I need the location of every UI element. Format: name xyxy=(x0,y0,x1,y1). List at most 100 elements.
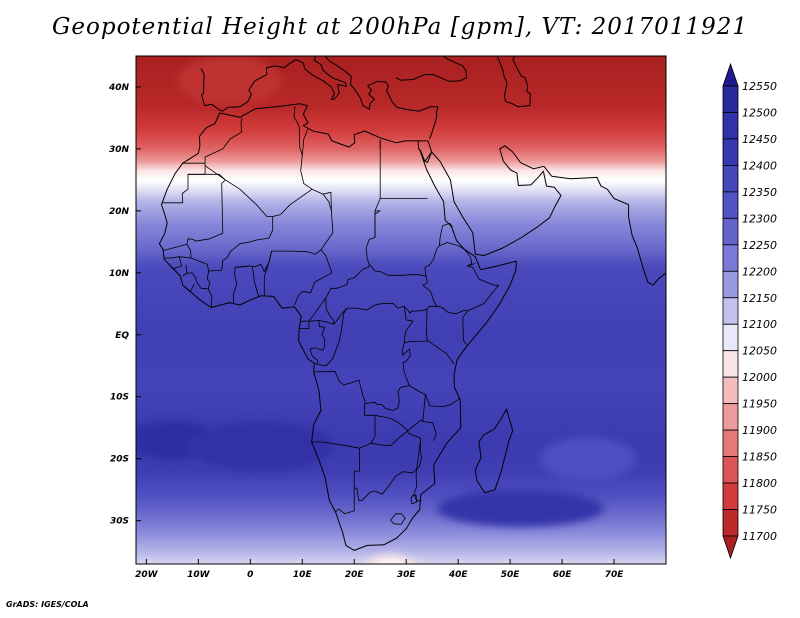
country-border xyxy=(314,307,348,367)
country-border xyxy=(204,117,243,164)
country-border xyxy=(206,270,213,308)
country-borders xyxy=(162,106,500,525)
height-contour-feature xyxy=(187,421,334,472)
country-border xyxy=(353,430,423,502)
country-border xyxy=(301,128,309,156)
lon-tick-label: 10E xyxy=(293,570,313,580)
grads-credit: GrADS: IGES/COLA xyxy=(6,600,89,609)
colorbar-label: 11750 xyxy=(742,504,777,517)
coastline-caspian xyxy=(496,56,531,108)
country-border xyxy=(221,216,274,271)
country-border xyxy=(426,308,455,365)
colorbar-label: 12100 xyxy=(742,318,777,331)
country-border xyxy=(335,487,355,515)
coastline-black-sea xyxy=(395,56,467,82)
lon-tick-label: 10W xyxy=(187,570,211,580)
plot-area xyxy=(136,56,666,564)
coastline-sinai xyxy=(417,140,433,164)
map-title: Geopotential Height at 200hPa [gpm], VT:… xyxy=(52,14,748,40)
country-border xyxy=(422,275,438,307)
colorbar-segment xyxy=(722,429,739,457)
country-border xyxy=(163,243,188,251)
country-border xyxy=(185,264,188,274)
country-border xyxy=(163,256,192,259)
colorbar-label: 12300 xyxy=(742,212,777,225)
plot-frame xyxy=(135,55,667,565)
colorbar-segment xyxy=(722,244,739,272)
country-border xyxy=(293,106,313,190)
colorbar-label: 12450 xyxy=(742,133,777,146)
colorbar-segment xyxy=(722,85,739,113)
colorbar-segment xyxy=(722,350,739,378)
height-contour-feature xyxy=(378,560,403,564)
lon-tick-label: 20W xyxy=(135,570,159,580)
colorbar-segment xyxy=(722,323,739,352)
lon-tick-label: 20E xyxy=(345,570,365,580)
colorbar-segment xyxy=(722,217,739,246)
colorbar-extend-max xyxy=(722,62,739,87)
colorbar-segment xyxy=(722,112,739,140)
height-contour-feature xyxy=(177,56,282,106)
colorbar-segment xyxy=(722,270,739,299)
country-border xyxy=(299,321,310,329)
lon-tick-label: 30E xyxy=(397,570,417,580)
colorbar-label: 11800 xyxy=(742,477,777,490)
country-border xyxy=(413,438,422,502)
colorbar-segment xyxy=(722,456,739,484)
country-border xyxy=(263,262,270,296)
colorbar-segment xyxy=(722,509,739,537)
colorbar-segment xyxy=(722,297,739,325)
country-border xyxy=(401,342,460,407)
country-border xyxy=(374,210,381,238)
country-border xyxy=(182,283,195,292)
country-border xyxy=(462,265,500,345)
country-border xyxy=(252,266,259,297)
country-border xyxy=(439,242,471,258)
lon-tick-label: 40E xyxy=(448,570,469,580)
country-border xyxy=(390,513,406,525)
colorbar-label: 12200 xyxy=(742,265,777,278)
colorbar-label: 12350 xyxy=(742,186,777,199)
country-border xyxy=(235,265,250,268)
country-border xyxy=(374,210,381,215)
country-border xyxy=(370,442,382,446)
colorbar-segment xyxy=(722,138,739,166)
country-border xyxy=(172,256,183,269)
height-field-features xyxy=(136,56,635,564)
coastline-africa xyxy=(158,103,517,551)
colorbar-label: 11700 xyxy=(742,530,777,543)
lat-tick-label: EQ xyxy=(115,331,129,341)
country-border xyxy=(309,320,325,365)
height-contour-feature xyxy=(541,437,635,481)
colorbar-label: 12150 xyxy=(742,292,777,305)
lat-tick-label: 30N xyxy=(109,145,130,155)
coastline-arabia-india xyxy=(431,56,666,286)
lon-tick-label: 60E xyxy=(553,570,573,580)
height-contour-feature xyxy=(437,489,604,527)
latitude-axis: 40N 30N 20N 10N EQ 10S 20S 30S xyxy=(108,83,141,527)
coastlines xyxy=(158,56,666,551)
colorbar-label: 11950 xyxy=(742,398,777,411)
colorbar-segment xyxy=(722,376,739,405)
lat-tick-label: 20S xyxy=(110,455,129,465)
colorbar-segment xyxy=(722,482,739,510)
country-border xyxy=(294,249,333,306)
colorbar-extend-min xyxy=(722,535,739,560)
lat-tick-label: 10N xyxy=(109,269,130,279)
country-border xyxy=(188,173,226,181)
colorbar-label: 12250 xyxy=(742,239,777,252)
colorbar-segment xyxy=(722,191,739,219)
coastline-southern-europe xyxy=(200,56,439,140)
colorbar-label: 11850 xyxy=(742,451,777,464)
colorbar-label: 12050 xyxy=(742,345,777,358)
country-border xyxy=(422,421,437,441)
colorbar-label: 11900 xyxy=(742,424,777,437)
lat-tick-label: 30S xyxy=(110,517,129,527)
country-border xyxy=(467,257,475,267)
lon-tick-label: 0 xyxy=(247,570,253,580)
lon-tick-label: 50E xyxy=(501,570,521,580)
colorbar-label: 12400 xyxy=(742,159,777,172)
colorbar-label: 12000 xyxy=(742,371,777,384)
lat-tick-label: 20N xyxy=(109,207,130,217)
